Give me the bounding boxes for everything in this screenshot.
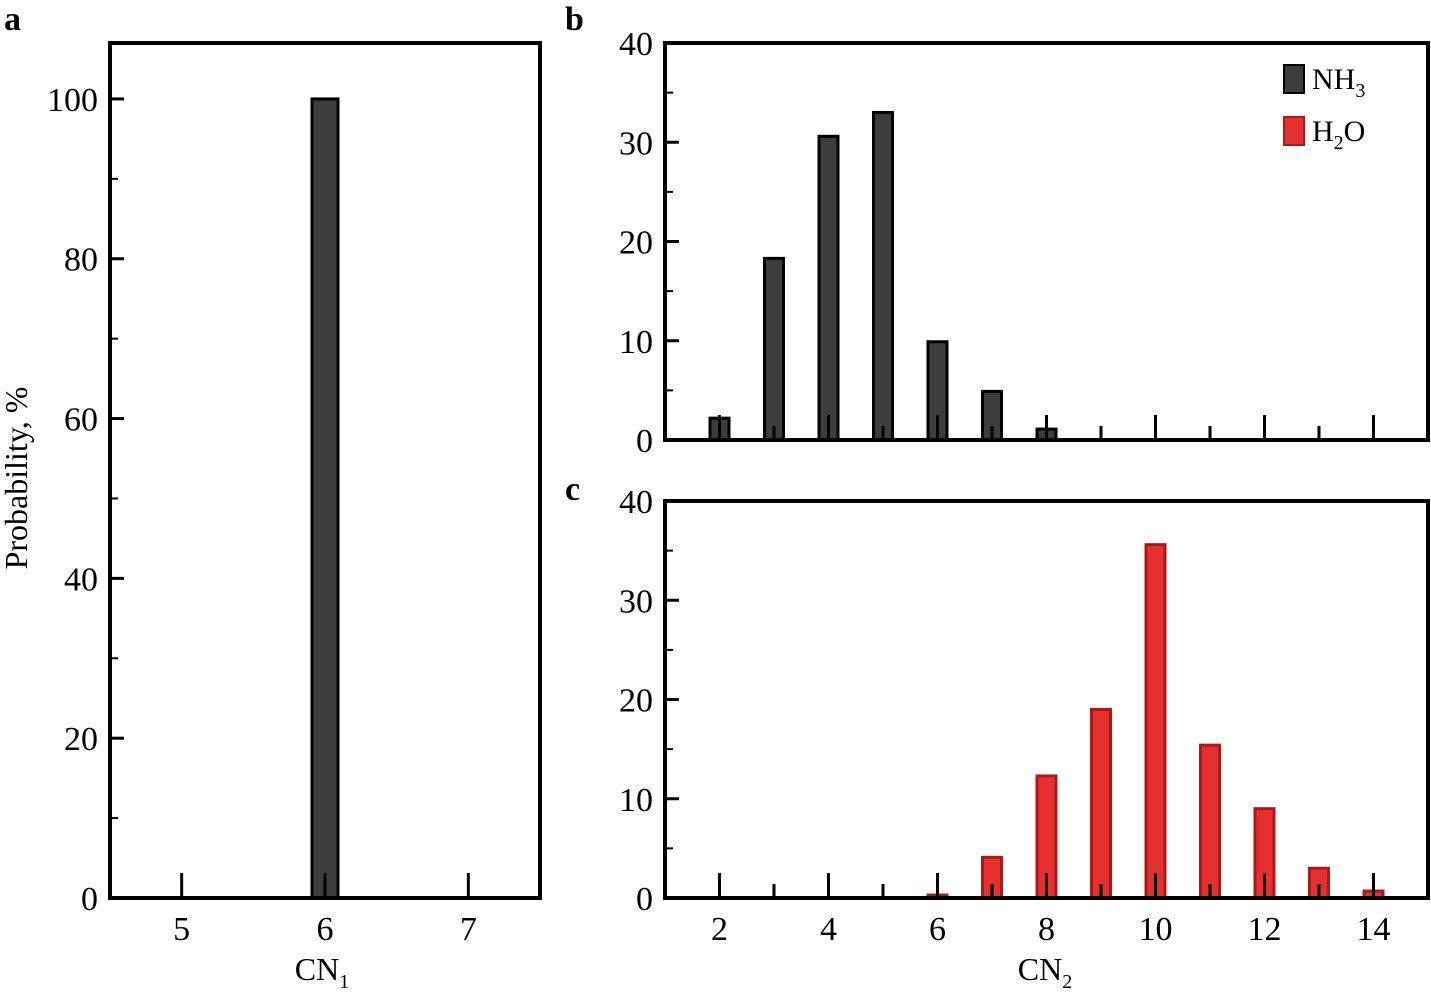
panel-c-x-axis-title: CN2 xyxy=(1018,951,1072,993)
legend-label-h2o: H2O xyxy=(1312,115,1365,154)
panel-c-y-tick-label: 10 xyxy=(619,782,653,819)
legend-label-nh3: NH3 xyxy=(1312,63,1365,102)
panel-b-y-tick-label: 10 xyxy=(619,324,653,361)
panel-a-x-axis-title: CN1 xyxy=(295,951,349,993)
panel-b-y-tick-label: 40 xyxy=(619,26,653,63)
panel-c-x-tick-label: 4 xyxy=(820,911,837,948)
panel-a-y-tick-label: 0 xyxy=(81,881,98,918)
panel-c-x-tick-label: 8 xyxy=(1038,911,1055,948)
panel-b-y-tick-label: 0 xyxy=(636,423,653,460)
panel-a-chart: 0 20 40 60 80 100 5 6 7 xyxy=(47,41,542,948)
panel-a-letter: a xyxy=(4,1,21,38)
panel-a-x-tick-label: 6 xyxy=(317,911,334,948)
panel-a-x-tick-label: 7 xyxy=(460,911,477,948)
panel-b-bar-3 xyxy=(763,256,785,442)
panel-c-x-tick-label: 6 xyxy=(929,911,946,948)
panel-b-y-tick-label: 20 xyxy=(619,225,653,262)
panel-c-chart: 0 10 20 30 40 2 4 6 8 10 12 14 xyxy=(619,484,1430,948)
panel-b-bar-4 xyxy=(817,134,840,442)
panel-a-y-tick-label: 80 xyxy=(64,242,98,279)
panel-c-y-tick-label: 40 xyxy=(619,484,653,521)
panel-b-legend: NH3 H2O xyxy=(1283,63,1365,154)
panel-b-letter: b xyxy=(565,1,584,38)
panel-a-y-axis-title: Probability, % xyxy=(0,387,34,570)
panel-a-y-tick-label: 60 xyxy=(64,402,98,439)
panel-c-letter: c xyxy=(565,471,580,508)
panel-b-bar-5 xyxy=(872,110,894,442)
panel-c-y-tick-label: 20 xyxy=(619,683,653,720)
panel-b-chart: 0 10 20 30 40 xyxy=(619,26,1430,460)
legend-swatch-h2o xyxy=(1283,116,1305,146)
panel-c-x-tick-label: 12 xyxy=(1248,911,1282,948)
panel-c-bar-9 xyxy=(1090,707,1112,900)
panel-a-y-tick-label: 100 xyxy=(47,82,98,119)
panel-c-y-tick-label: 0 xyxy=(636,881,653,918)
panel-a-x-tick-label: 5 xyxy=(173,911,190,948)
panel-c-x-tick-label: 10 xyxy=(1139,911,1173,948)
panel-c-y-tick-label: 30 xyxy=(619,583,653,620)
panel-c-x-tick-label: 14 xyxy=(1357,911,1391,948)
panel-c-bar-10 xyxy=(1144,543,1167,900)
panel-b-y-tick-label: 30 xyxy=(619,125,653,162)
panel-a-y-tick-label: 20 xyxy=(64,721,98,758)
panel-c-x-tick-label: 2 xyxy=(711,911,728,948)
panel-a-bar-6 xyxy=(310,97,340,900)
panel-a-y-tick-label: 40 xyxy=(64,561,98,598)
legend-swatch-nh3 xyxy=(1283,64,1305,94)
panel-c-bar-11 xyxy=(1199,743,1221,900)
